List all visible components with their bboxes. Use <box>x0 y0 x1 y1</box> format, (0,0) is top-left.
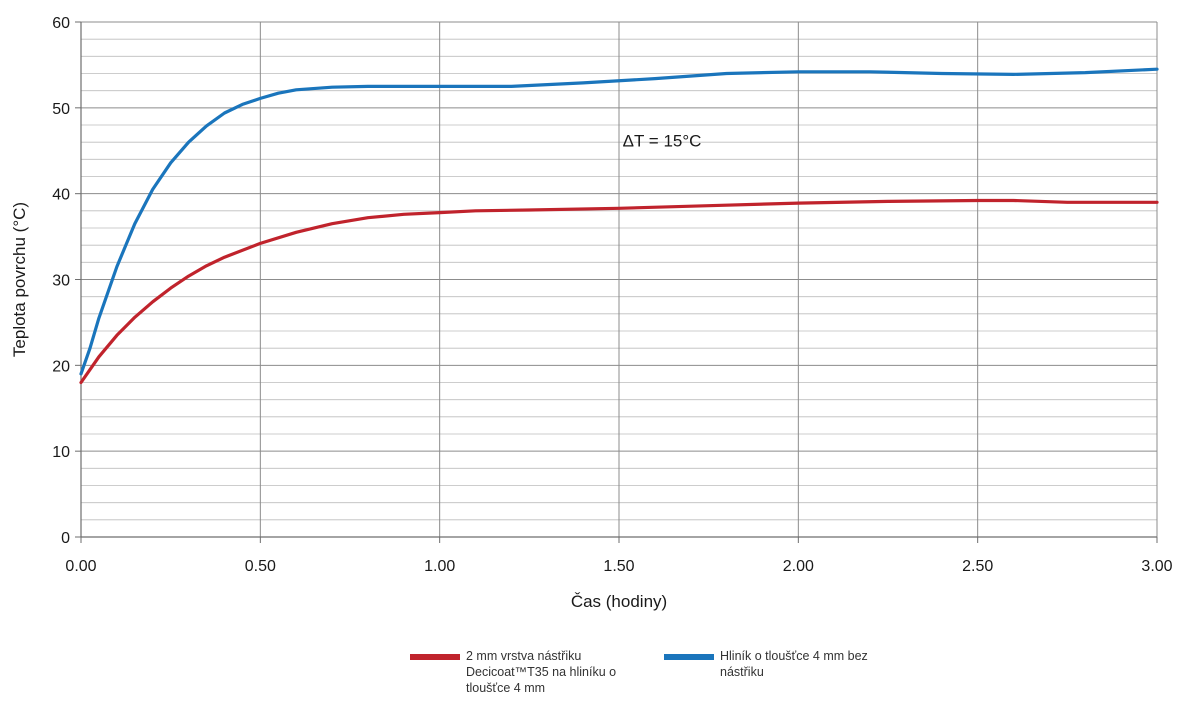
legend-swatch-red <box>410 654 460 660</box>
y-tick-label: 40 <box>52 187 70 204</box>
legend-item-uncoated: Hliník o tloušťce 4 mm bez nástřiku <box>664 648 910 696</box>
x-axis-title: Čas (hodiny) <box>571 592 667 611</box>
y-tick-label: 10 <box>52 444 70 461</box>
series-lines <box>79 67 1159 385</box>
x-tick-label: 1.00 <box>424 558 455 575</box>
y-axis-title: Teplota povrchu (°C) <box>10 202 29 357</box>
axes <box>75 21 1158 543</box>
y-tick-label: 0 <box>61 530 70 547</box>
x-tick-label: 0.50 <box>245 558 276 575</box>
legend-label-coated: 2 mm vrstva nástřiku Decicoat™T35 na hli… <box>466 649 617 695</box>
series-line-uncoated <box>79 67 1159 376</box>
y-tick-label: 20 <box>52 358 70 375</box>
series-line-coated <box>79 198 1159 385</box>
x-tick-label: 1.50 <box>603 558 634 575</box>
legend-swatch-blue <box>664 654 714 660</box>
x-tick-label: 2.00 <box>783 558 814 575</box>
x-tick-label: 2.50 <box>962 558 993 575</box>
legend-item-coated: 2 mm vrstva nástřiku Decicoat™T35 na hli… <box>410 648 636 696</box>
delta-t-annotation: ΔT = 15°C <box>623 131 702 150</box>
y-tick-label: 50 <box>52 101 70 118</box>
tick-labels: 0 10 20 30 40 50 60 0.00 0.50 1.00 1.50 2.00 2.50 3.0… <box>52 15 1172 575</box>
grid-lines <box>80 21 1158 538</box>
x-tick-label: 3.00 <box>1141 558 1172 575</box>
legend-label-uncoated: Hliník o tloušťce 4 mm bez nástřiku <box>720 649 868 679</box>
y-tick-label: 30 <box>52 273 70 290</box>
y-tick-label: 60 <box>52 15 70 32</box>
x-tick-label: 0.00 <box>65 558 96 575</box>
legend: 2 mm vrstva nástřiku Decicoat™T35 na hli… <box>410 648 910 696</box>
